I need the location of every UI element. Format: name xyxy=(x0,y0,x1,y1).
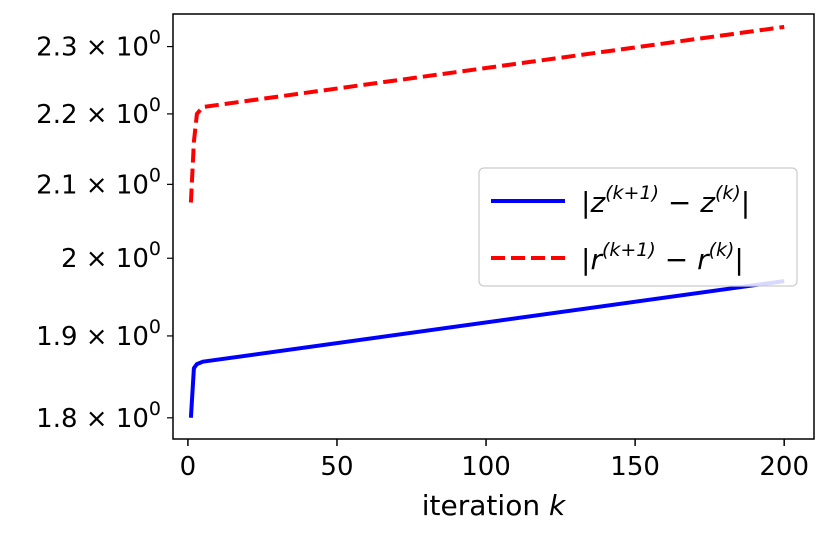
legend-label-1: |z(k+1) − z(k)| xyxy=(581,182,750,219)
legend-label-2: |r(k+1) − r(k)| xyxy=(581,239,744,276)
y-tick-label: 1.9 × 100 xyxy=(36,316,161,352)
x-tick-label: 150 xyxy=(610,452,660,482)
y-tick-label: 2.1 × 100 xyxy=(36,164,161,200)
legend: |z(k+1) − z(k)| |r(k+1) − r(k)| xyxy=(478,167,798,287)
y-tick-label: 1.8 × 100 xyxy=(36,398,161,434)
x-tick-label: 200 xyxy=(759,452,809,482)
x-tick-label: 50 xyxy=(320,452,353,482)
x-axis-label: iteration k xyxy=(422,489,567,522)
y-tick-label: 2.3 × 100 xyxy=(36,27,161,63)
series-line-2 xyxy=(188,24,785,203)
series-line-1 xyxy=(188,279,785,418)
y-tick-label: 2.2 × 100 xyxy=(36,94,161,130)
y-tick-label: 2 × 100 xyxy=(61,238,161,274)
x-tick-label: 0 xyxy=(180,452,197,482)
x-tick-label: 100 xyxy=(461,452,511,482)
